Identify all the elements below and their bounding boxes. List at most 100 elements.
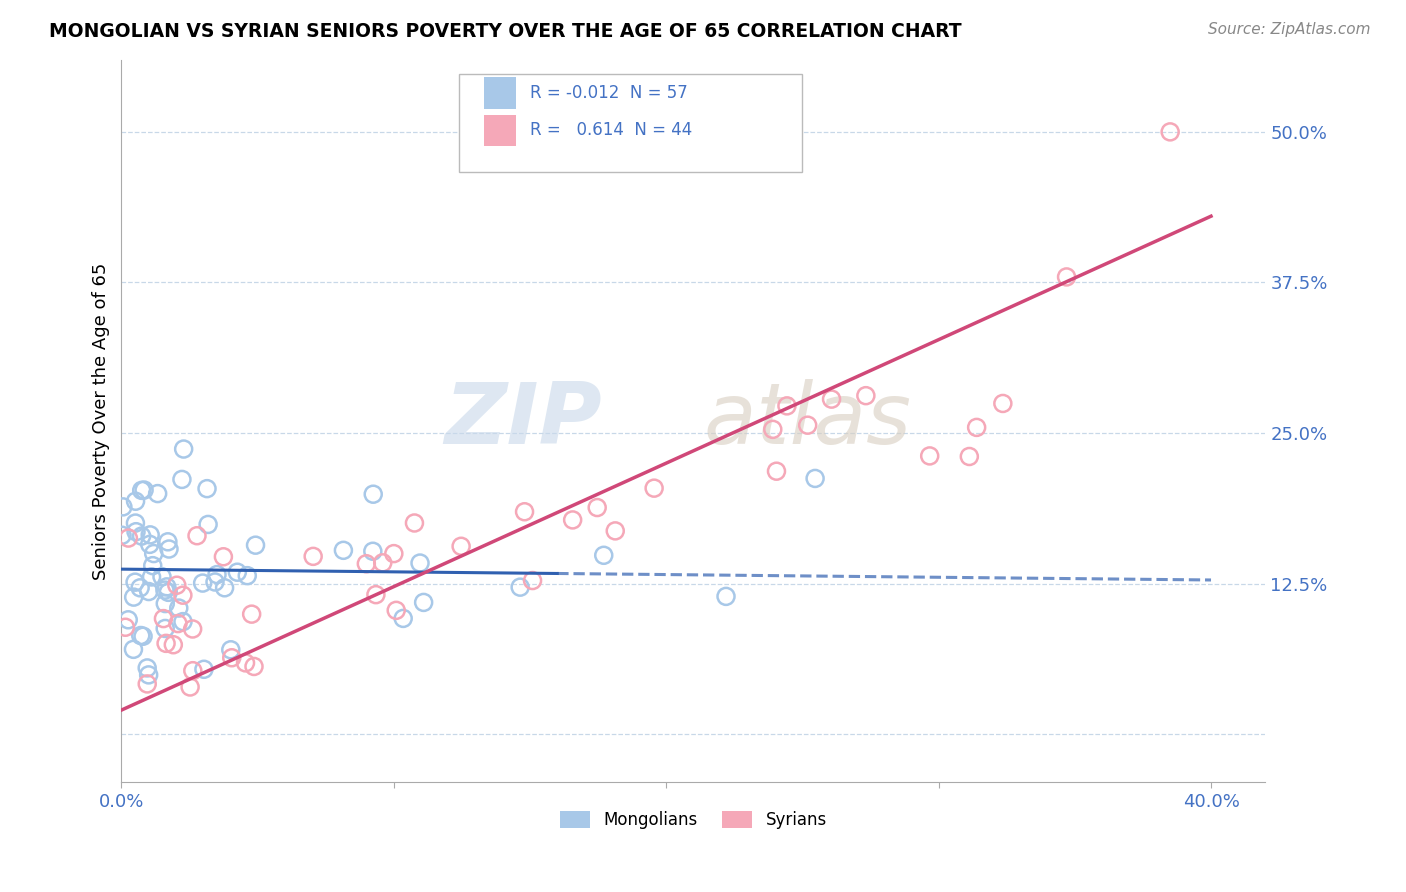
Text: MONGOLIAN VS SYRIAN SENIORS POVERTY OVER THE AGE OF 65 CORRELATION CHART: MONGOLIAN VS SYRIAN SENIORS POVERTY OVER… [49, 22, 962, 41]
Point [1056, 269, 1078, 284]
Point [236, 568, 259, 582]
Point [129, 581, 152, 595]
Point [371, 556, 394, 570]
Point [181, 664, 204, 678]
Point [124, 516, 146, 530]
Point [146, 486, 169, 500]
Point [918, 449, 941, 463]
Point [243, 659, 266, 673]
Point [191, 576, 214, 591]
Point [762, 422, 785, 436]
Point [195, 482, 218, 496]
Point [170, 472, 193, 486]
Point [513, 505, 536, 519]
Text: R =   0.614  N = 44: R = 0.614 N = 44 [530, 121, 692, 139]
Point [131, 483, 153, 498]
Point [186, 529, 208, 543]
Point [138, 668, 160, 682]
Point [361, 487, 384, 501]
Point [214, 581, 236, 595]
Point [156, 580, 179, 594]
Point [361, 544, 384, 558]
Point [204, 574, 226, 589]
Point [586, 500, 609, 515]
Point [152, 611, 174, 625]
Point [966, 420, 988, 434]
Point [167, 616, 190, 631]
Point [157, 585, 180, 599]
Point [522, 574, 544, 588]
Point [356, 557, 378, 571]
FancyBboxPatch shape [458, 74, 803, 171]
Point [605, 524, 627, 538]
Point [235, 656, 257, 670]
Text: atlas: atlas [704, 379, 912, 462]
Point [153, 622, 176, 636]
Point [124, 494, 146, 508]
Point [117, 613, 139, 627]
FancyBboxPatch shape [484, 114, 516, 146]
Point [117, 531, 139, 545]
Point [332, 543, 354, 558]
Point [561, 513, 583, 527]
Point [364, 588, 387, 602]
Point [125, 524, 148, 539]
Point [219, 642, 242, 657]
Point [643, 481, 665, 495]
Point [382, 547, 405, 561]
Point [173, 442, 195, 456]
Point [193, 662, 215, 676]
Point [412, 595, 434, 609]
Point [714, 590, 737, 604]
Point [181, 622, 204, 636]
FancyBboxPatch shape [484, 77, 516, 109]
Point [385, 603, 408, 617]
Point [179, 680, 201, 694]
Point [122, 590, 145, 604]
Point [122, 642, 145, 657]
Point [157, 542, 180, 557]
Point [142, 558, 165, 573]
Point [172, 588, 194, 602]
Point [156, 534, 179, 549]
Point [205, 567, 228, 582]
Point [226, 565, 249, 579]
Point [776, 399, 799, 413]
Point [139, 528, 162, 542]
Point [991, 396, 1014, 410]
Point [957, 450, 980, 464]
Point [302, 549, 325, 564]
Point [167, 601, 190, 615]
Point [796, 418, 818, 433]
Point [765, 464, 787, 478]
Point [111, 528, 134, 542]
Point [450, 539, 472, 553]
Point [150, 570, 173, 584]
Point [592, 549, 614, 563]
Point [212, 549, 235, 564]
Point [1159, 125, 1181, 139]
Point [820, 392, 842, 406]
Text: R = -0.012  N = 57: R = -0.012 N = 57 [530, 84, 688, 102]
Legend: Mongolians, Syrians: Mongolians, Syrians [553, 804, 834, 836]
Text: ZIP: ZIP [444, 379, 602, 462]
Point [240, 607, 263, 622]
Point [166, 578, 188, 592]
Point [132, 629, 155, 643]
Point [131, 529, 153, 543]
Point [114, 620, 136, 634]
Point [245, 538, 267, 552]
Point [404, 516, 426, 530]
Y-axis label: Seniors Poverty Over the Age of 65: Seniors Poverty Over the Age of 65 [93, 262, 110, 580]
Point [804, 471, 827, 485]
Point [142, 547, 165, 561]
Point [197, 517, 219, 532]
Point [221, 650, 243, 665]
Point [155, 597, 177, 611]
Point [409, 556, 432, 570]
Text: Source: ZipAtlas.com: Source: ZipAtlas.com [1208, 22, 1371, 37]
Point [153, 583, 176, 598]
Point [392, 611, 415, 625]
Point [111, 500, 134, 514]
Point [509, 580, 531, 594]
